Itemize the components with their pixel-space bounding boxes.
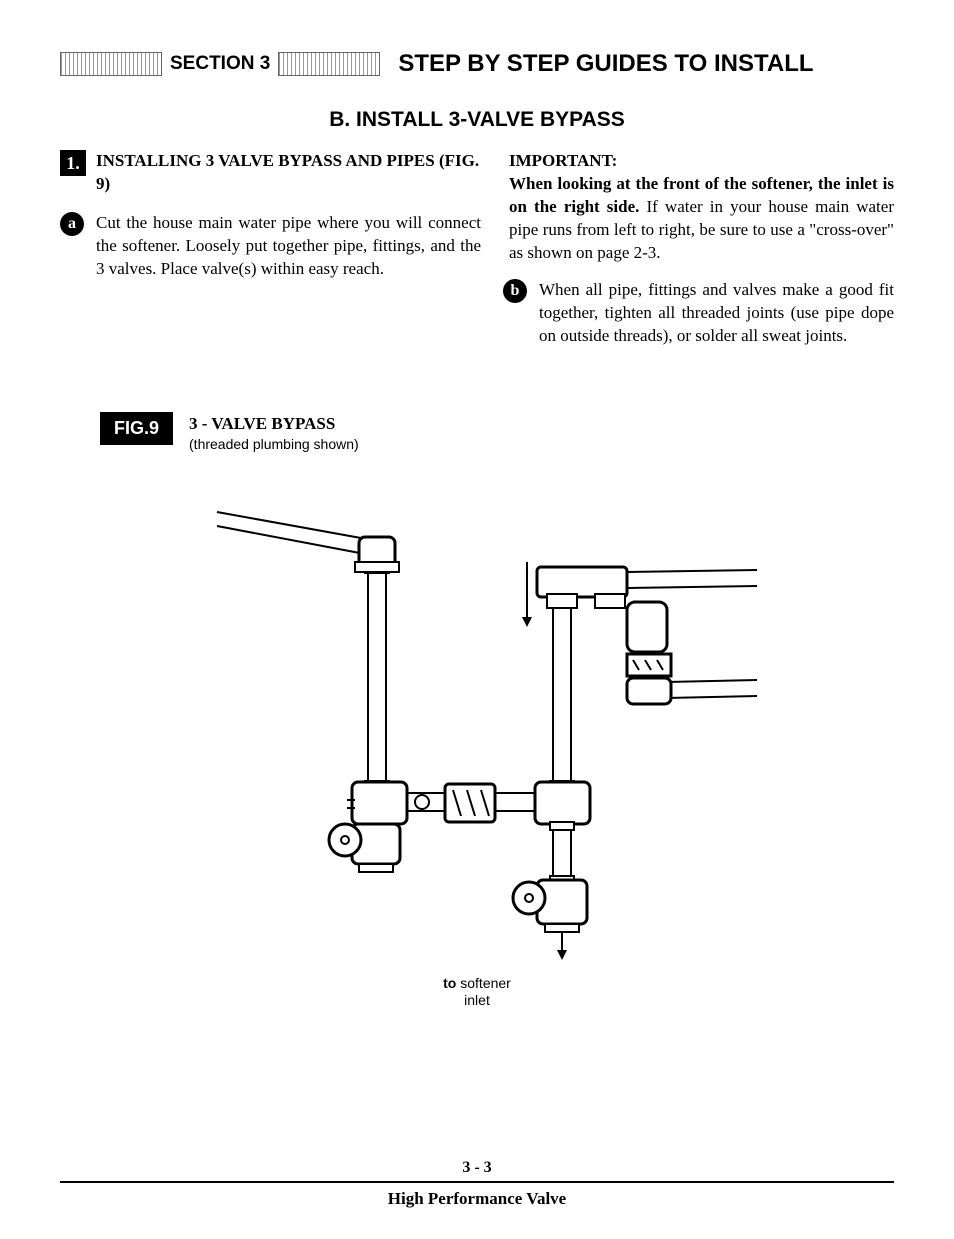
footer-text: High Performance Valve <box>60 1189 894 1209</box>
bullet-a-badge: a <box>60 212 84 236</box>
step-number-box: 1. <box>60 150 86 176</box>
page-number: 3 - 3 <box>60 1159 894 1177</box>
step-1-heading: 1. INSTALLING 3 VALVE BYPASS AND PIPES (… <box>96 150 481 196</box>
figure-header-row: FIG.9 3 - VALVE BYPASS (threaded plumbin… <box>100 412 894 452</box>
figure-badge: FIG.9 <box>100 412 173 445</box>
figure-title: 3 - VALVE BYPASS <box>189 414 359 434</box>
diagram-caption: to softener inlet <box>197 975 757 1010</box>
bullet-a-text: Cut the house main water pipe where you … <box>96 213 481 278</box>
important-label: IMPORTANT: <box>509 151 617 170</box>
figure-subtitle: (threaded plumbing shown) <box>189 436 359 452</box>
figure-diagram: to softener inlet <box>197 482 757 1010</box>
figure-titles: 3 - VALVE BYPASS (threaded plumbing show… <box>189 412 359 452</box>
section-label: SECTION 3 <box>170 53 270 75</box>
bypass-diagram-svg <box>197 482 757 962</box>
caption-line1: softener <box>456 975 510 991</box>
caption-bold: to <box>443 975 456 991</box>
bullet-b-text: When all pipe, fittings and valves make … <box>539 280 894 345</box>
subtitle: B. INSTALL 3-VALVE BYPASS <box>60 108 894 132</box>
important-paragraph: IMPORTANT: When looking at the front of … <box>509 150 894 265</box>
caption-line2: inlet <box>464 992 490 1008</box>
bullet-b-badge: b <box>503 279 527 303</box>
two-column-body: 1. INSTALLING 3 VALVE BYPASS AND PIPES (… <box>60 150 894 362</box>
step-b-paragraph: b When all pipe, fittings and valves mak… <box>509 279 894 348</box>
left-column: 1. INSTALLING 3 VALVE BYPASS AND PIPES (… <box>60 150 481 362</box>
main-title: STEP BY STEP GUIDES TO INSTALL <box>398 50 813 78</box>
right-column: IMPORTANT: When looking at the front of … <box>509 150 894 362</box>
page-footer: 3 - 3 High Performance Valve <box>60 1159 894 1209</box>
hatch-decoration-left <box>60 52 162 76</box>
page-header: SECTION 3 STEP BY STEP GUIDES TO INSTALL <box>60 50 894 78</box>
step-heading-text: INSTALLING 3 VALVE BYPASS AND PIPES (FIG… <box>96 151 479 193</box>
hatch-decoration-right <box>278 52 380 76</box>
footer-rule <box>60 1181 894 1183</box>
page: SECTION 3 STEP BY STEP GUIDES TO INSTALL… <box>0 0 954 1239</box>
step-a-paragraph: a Cut the house main water pipe where yo… <box>96 212 481 281</box>
